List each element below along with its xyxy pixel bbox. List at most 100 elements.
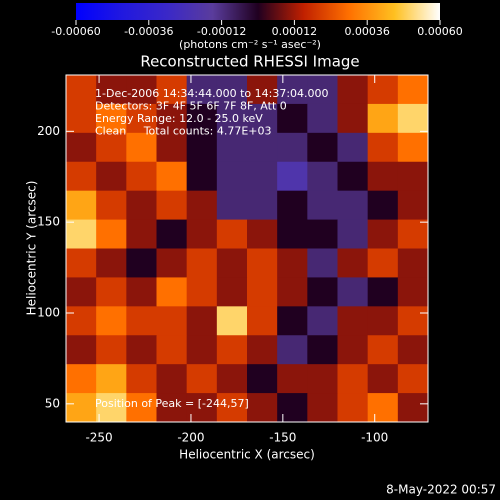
heatmap-cell xyxy=(156,364,188,394)
heatmap-cell xyxy=(247,103,278,134)
heatmap-cell xyxy=(277,219,308,249)
heatmap-cell xyxy=(96,277,127,307)
timestamp: 8-May-2022 00:57 xyxy=(386,483,496,497)
heatmap-cell xyxy=(186,190,218,221)
heatmap-cell xyxy=(66,132,97,163)
heatmap-cell xyxy=(66,103,97,134)
heatmap-cell xyxy=(367,103,399,134)
heatmap-cell xyxy=(186,75,218,105)
colorbar xyxy=(76,3,440,20)
heatmap-cell xyxy=(307,306,338,336)
heatmap-cell xyxy=(367,393,399,423)
heatmap-cell xyxy=(186,335,218,365)
heatmap-cell xyxy=(247,277,278,307)
heatmap-cell xyxy=(337,75,369,105)
heatmap-cell xyxy=(277,248,308,278)
heatmap-cell xyxy=(337,219,369,249)
colorbar-tick-label: -0.00036 xyxy=(124,25,173,38)
heatmap-cell xyxy=(66,306,97,336)
x-tick-label: -100 xyxy=(361,431,388,445)
colorbar-tick-label: 0.00036 xyxy=(344,25,390,38)
heatmap-cell xyxy=(307,219,338,249)
annotation: Clean Total counts: 4.77E+03 xyxy=(95,125,272,138)
heatmap-cell xyxy=(307,364,338,394)
heatmap-cell xyxy=(307,393,338,423)
heatmap-cell xyxy=(216,103,248,134)
heatmap-cell xyxy=(397,103,429,134)
heatmap-cell xyxy=(186,103,218,134)
colorbar-tick-label: 0.00060 xyxy=(417,25,463,38)
heatmap-cell xyxy=(156,190,188,221)
heatmap-cell xyxy=(156,161,188,192)
heatmap-cell xyxy=(126,75,157,105)
heatmap-cell xyxy=(216,277,248,307)
heatmap-cell xyxy=(247,364,278,394)
heatmap-cell xyxy=(277,103,308,134)
heatmap-cell xyxy=(367,248,399,278)
heatmap-cell xyxy=(397,75,429,105)
heatmap-cell xyxy=(66,219,97,249)
heatmap-cell xyxy=(66,277,97,307)
heatmap-cell xyxy=(247,335,278,365)
y-tick-label: 50 xyxy=(45,396,60,410)
heatmap-cell xyxy=(337,103,369,134)
heatmap-cell xyxy=(126,335,157,365)
heatmap-cell xyxy=(307,103,338,134)
heatmap-cell xyxy=(186,277,218,307)
heatmap-cell xyxy=(66,75,97,105)
heatmap-cell xyxy=(247,132,278,163)
heatmap-cell xyxy=(126,393,157,423)
heatmap-cell xyxy=(96,75,127,105)
heatmap-cell xyxy=(247,75,278,105)
heatmap-cell xyxy=(216,306,248,336)
heatmap-cell xyxy=(66,364,97,394)
x-tick-label: -150 xyxy=(269,431,296,445)
heatmap-cell xyxy=(66,393,97,423)
heatmap-cell xyxy=(126,190,157,221)
heatmap-cell xyxy=(186,132,218,163)
heatmap-cell xyxy=(186,393,218,423)
colorbar-tick-label: 0.00012 xyxy=(272,25,318,38)
heatmap-cell xyxy=(247,219,278,249)
heatmap-cell xyxy=(216,75,248,105)
heatmap-cell xyxy=(337,161,369,192)
y-axis-label: Heliocentric Y (arcsec) xyxy=(25,181,39,316)
heatmap-cell xyxy=(247,306,278,336)
heatmap-cell xyxy=(216,219,248,249)
heatmap-cell xyxy=(96,335,127,365)
heatmap-cell xyxy=(307,132,338,163)
heatmap-cell xyxy=(216,248,248,278)
heatmap-cell xyxy=(186,306,218,336)
heatmap-cell xyxy=(337,277,369,307)
heatmap-cell xyxy=(277,190,308,221)
heatmap-cell xyxy=(367,75,399,105)
heatmap-cell xyxy=(397,132,429,163)
heatmap-cell xyxy=(337,306,369,336)
heatmap-cell xyxy=(96,248,127,278)
heatmap-cell xyxy=(126,364,157,394)
heatmap-cell xyxy=(156,335,188,365)
heatmap-cell xyxy=(126,306,157,336)
heatmap-cell xyxy=(216,132,248,163)
heatmap-cell xyxy=(156,393,188,423)
annotation: 1-Dec-2006 14:34:44.000 to 14:37:04.000 xyxy=(95,87,329,100)
heatmap-cell xyxy=(337,132,369,163)
heatmap-cell xyxy=(337,190,369,221)
heatmap-cell xyxy=(126,132,157,163)
heatmap-cell xyxy=(186,219,218,249)
heatmap-cell xyxy=(277,393,308,423)
heatmap-cell xyxy=(156,132,188,163)
heatmap-cell xyxy=(337,364,369,394)
heatmap-cell xyxy=(367,335,399,365)
heatmap-cell xyxy=(337,248,369,278)
heatmap-cell xyxy=(247,248,278,278)
heatmap-cell xyxy=(277,132,308,163)
heatmap-cell xyxy=(186,248,218,278)
heatmap-cell xyxy=(397,393,429,423)
heatmap-cell xyxy=(397,277,429,307)
heatmap-cell xyxy=(307,335,338,365)
y-tick-label: 150 xyxy=(37,215,60,229)
heatmap-cell xyxy=(337,393,369,423)
heatmap-cell xyxy=(367,190,399,221)
